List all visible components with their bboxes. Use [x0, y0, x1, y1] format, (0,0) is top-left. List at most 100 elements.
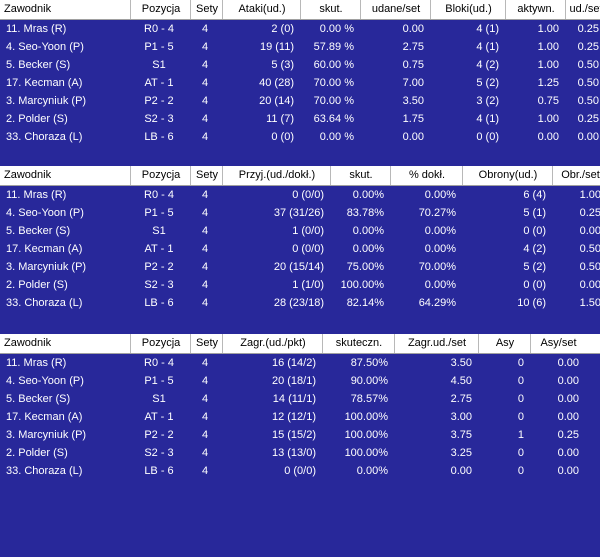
column-header-stat5-col[interactable]: Asy/set — [540, 337, 577, 349]
column-header-stat2-col[interactable]: skuteczn. — [335, 337, 383, 349]
table-cell: 3 (2) — [476, 95, 499, 107]
table-row[interactable]: 5. Becker (S) S1 4 1 (0/0) 0.00% 0.00% 0 (0) 0.… — [0, 222, 600, 240]
column-header-sets-col[interactable]: Sety — [195, 3, 218, 15]
column-header-stat1-col[interactable]: Ataki(ud.) — [238, 3, 286, 15]
table-cell: 4 — [201, 77, 209, 89]
table-cell: 0 — [517, 465, 524, 477]
table-row[interactable]: 33. Choraza (L) LB - 6 4 0 (0) 0.00 % 0.00 0 (… — [0, 128, 600, 146]
column-divider[interactable] — [430, 0, 431, 19]
column-header-stat2-col[interactable]: skut. — [349, 169, 373, 181]
column-divider[interactable] — [130, 0, 131, 19]
table-cell: 0.00% — [352, 225, 384, 237]
column-header-sets-col[interactable]: Sety — [195, 169, 218, 181]
column-divider[interactable] — [222, 166, 223, 185]
table-row[interactable]: 3. Marcyniuk (P) P2 - 2 4 15 (15/2) 100.00% 3… — [0, 426, 600, 444]
column-divider[interactable] — [222, 0, 223, 19]
column-divider[interactable] — [565, 0, 566, 19]
column-header-stat4-col[interactable]: Asy — [495, 337, 515, 349]
column-header-stat3-col[interactable]: % dokł. — [408, 169, 446, 181]
column-header-position-col[interactable]: Pozycja — [141, 337, 181, 349]
column-divider[interactable] — [322, 334, 323, 353]
table-cell: 3. Marcyniuk (P) — [6, 429, 87, 441]
column-divider[interactable] — [360, 0, 361, 19]
table-cell: 0 (0/0) — [292, 243, 324, 255]
column-divider[interactable] — [130, 334, 131, 353]
table-cell: 4. Seo-Yoon (P) — [6, 207, 84, 219]
table-cell: 4. Seo-Yoon (P) — [6, 41, 84, 53]
column-header-player-col[interactable]: Zawodnik — [4, 337, 52, 349]
column-divider[interactable] — [394, 334, 395, 353]
table-row[interactable]: 2. Polder (S) S2 - 3 4 11 (7) 63.64 % 1.75 4 (… — [0, 110, 600, 128]
table-row[interactable]: 17. Kecman (A) AT - 1 4 12 (12/1) 100.00% 3.0… — [0, 408, 600, 426]
column-divider[interactable] — [505, 0, 506, 19]
table-cell: 4 — [201, 279, 209, 291]
table-row[interactable]: 11. Mras (R) R0 - 4 4 16 (14/2) 87.50% 3.50 0 0… — [0, 354, 600, 372]
table-cell: 33. Choraza (L) — [6, 131, 83, 143]
column-divider[interactable] — [190, 166, 191, 185]
column-header-player-col[interactable]: Zawodnik — [4, 3, 52, 15]
table-row[interactable]: 11. Mras (R) R0 - 4 4 0 (0/0) 0.00% 0.00% 6 (4… — [0, 186, 600, 204]
table-row[interactable]: 5. Becker (S) S1 4 14 (11/1) 78.57% 2.75 0 0.00 — [0, 390, 600, 408]
table-row[interactable]: 3. Marcyniuk (P) P2 - 2 4 20 (14) 70.00 % 3.5… — [0, 92, 600, 110]
column-header-stat5-col[interactable]: aktywn. — [517, 3, 555, 15]
table-cell: 87.50% — [350, 357, 388, 369]
table-row[interactable]: 4. Seo-Yoon (P) P1 - 5 4 20 (18/1) 90.00% 4.5… — [0, 372, 600, 390]
table-row[interactable]: 4. Seo-Yoon (P) P1 - 5 4 37 (31/26) 83.78% 70… — [0, 204, 600, 222]
column-divider[interactable] — [390, 166, 391, 185]
table-row[interactable]: 11. Mras (R) R0 - 4 4 2 (0) 0.00 % 0.00 4 (1) 1… — [0, 20, 600, 38]
table-row[interactable]: 5. Becker (S) S1 4 5 (3) 60.00 % 0.75 4 (2) 1.0… — [0, 56, 600, 74]
column-divider[interactable] — [130, 166, 131, 185]
table-row[interactable]: 33. Choraza (L) LB - 6 4 0 (0/0) 0.00% 0.00 0 0… — [0, 462, 600, 480]
table-header: Zawodnik Pozycja Sety Przyj.(ud./dokł.) skut… — [0, 166, 600, 186]
table-row[interactable]: 17. Kecman (A) AT - 1 4 40 (28) 70.00 % 7.00 5… — [0, 74, 600, 92]
column-header-stat4-col[interactable]: Bloki(ud.) — [445, 3, 492, 15]
table-cell: 0.00% — [356, 465, 388, 477]
table-cell: 90.00% — [350, 375, 388, 387]
table-cell: 4 — [201, 131, 209, 143]
table-cell: 0.25 — [577, 113, 599, 125]
table-cell: 4 — [201, 59, 209, 71]
table-cell: 16 (14/2) — [271, 357, 316, 369]
table-cell: S2 - 3 — [144, 113, 174, 125]
column-divider[interactable] — [462, 166, 463, 185]
table-cell: 0 — [517, 393, 524, 405]
column-header-stat1-col[interactable]: Przyj.(ud./dokł.) — [238, 169, 316, 181]
column-divider[interactable] — [530, 334, 531, 353]
table-row[interactable]: 3. Marcyniuk (P) P2 - 2 4 20 (15/14) 75.00% 7… — [0, 258, 600, 276]
column-divider[interactable] — [190, 334, 191, 353]
column-divider[interactable] — [330, 166, 331, 185]
column-header-stat3-col[interactable]: udane/set — [371, 3, 421, 15]
column-header-stat6-col[interactable]: ud./set — [569, 3, 600, 15]
table-cell: 5. Becker (S) — [6, 59, 71, 71]
column-header-position-col[interactable]: Pozycja — [141, 169, 181, 181]
column-divider[interactable] — [190, 0, 191, 19]
table-row[interactable]: 17. Kecman (A) AT - 1 4 0 (0/0) 0.00% 0.00% 4 … — [0, 240, 600, 258]
column-header-stat2-col[interactable]: skut. — [319, 3, 343, 15]
table-row[interactable]: 4. Seo-Yoon (P) P1 - 5 4 19 (11) 57.89 % 2.75… — [0, 38, 600, 56]
table-cell: 3.50 — [450, 357, 472, 369]
column-header-player-col[interactable]: Zawodnik — [4, 169, 52, 181]
column-header-stat1-col[interactable]: Zagr.(ud./pkt) — [240, 337, 306, 349]
column-header-sets-col[interactable]: Sety — [195, 337, 218, 349]
column-header-stat5-col[interactable]: Obr./set — [561, 169, 600, 181]
column-divider[interactable] — [552, 166, 553, 185]
table-cell: P2 - 2 — [144, 429, 174, 441]
table-header: Zawodnik Pozycja Sety Zagr.(ud./pkt) skutecz… — [0, 334, 600, 354]
column-header-stat4-col[interactable]: Obrony(ud.) — [478, 169, 538, 181]
column-divider[interactable] — [300, 0, 301, 19]
table-row[interactable]: 2. Polder (S) S2 - 3 4 1 (1/0) 100.00% 0.00% 0… — [0, 276, 600, 294]
column-divider[interactable] — [478, 334, 479, 353]
table-row[interactable]: 2. Polder (S) S2 - 3 4 13 (13/0) 100.00% 3.25… — [0, 444, 600, 462]
column-divider[interactable] — [222, 334, 223, 353]
table-cell: 4 — [201, 393, 209, 405]
table-cell: 2. Polder (S) — [6, 279, 68, 291]
table-cell: 0.50 — [577, 59, 599, 71]
table-cell: 4 — [201, 225, 209, 237]
table-cell: 0.00 — [579, 225, 600, 237]
table-cell: 5. Becker (S) — [6, 393, 71, 405]
column-header-position-col[interactable]: Pozycja — [141, 3, 181, 15]
table-row[interactable]: 33. Choraza (L) LB - 6 4 28 (23/18) 82.14% 64… — [0, 294, 600, 312]
table-cell: 100.00% — [344, 447, 388, 459]
table-cell: 0.00% — [352, 243, 384, 255]
column-header-stat3-col[interactable]: Zagr.ud./set — [407, 337, 467, 349]
